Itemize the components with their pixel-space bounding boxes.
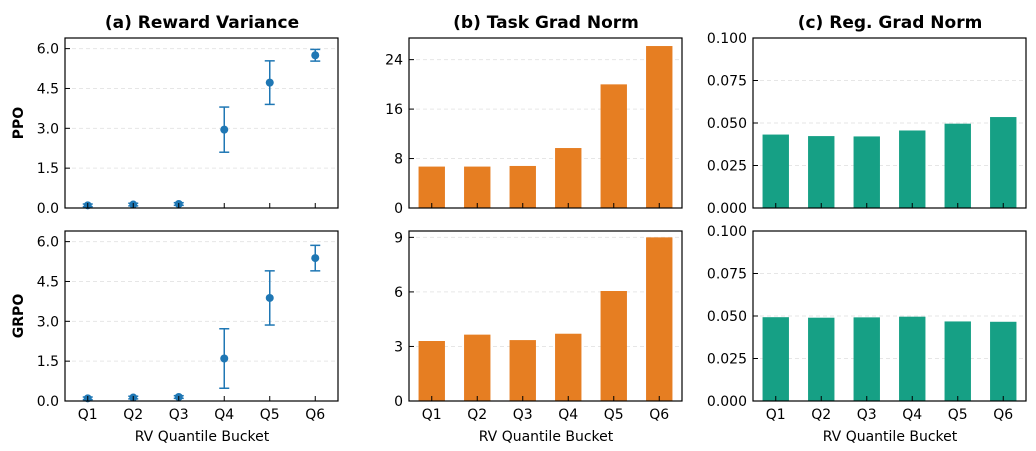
chart-grpo-reward-variance: 0.0 1.5 3.0 4.5 6.0 Q1 Q2 Q3 Q4 Q5 Q6 [37, 230, 339, 423]
y-tick-label: 4.5 [37, 274, 59, 290]
x-tick-label: Q6 [993, 407, 1013, 423]
point-q6 [311, 51, 320, 60]
x-tick-label: Q4 [902, 407, 922, 423]
bar-q5 [944, 321, 971, 401]
axes-frame [752, 37, 1027, 209]
bar-q1 [762, 134, 789, 208]
y-tick-label: 6.0 [37, 42, 59, 58]
y-tick-label: 0.075 [707, 267, 747, 283]
chart-ppo-task-grad-norm: 0 8 16 24 [385, 37, 683, 217]
bar-q1 [418, 166, 445, 208]
y-tick-label: 0.050 [707, 309, 747, 325]
axes-frame [408, 230, 683, 402]
x-tick-label: Q2 [467, 407, 487, 423]
bar-q2 [464, 166, 491, 208]
row-label-grpo: GRPO [11, 294, 27, 339]
x-axis-label-task-grad-norm: RV Quantile Bucket [479, 429, 614, 445]
y-tick-label: 0.000 [707, 201, 747, 217]
x-tick-label: Q4 [558, 407, 578, 423]
x-tick-label: Q2 [123, 407, 143, 423]
y-tick-label: 0.025 [707, 352, 747, 368]
y-tick-label: 3.0 [37, 121, 59, 137]
x-tick-label: Q4 [214, 407, 234, 423]
y-tick-label: 4.5 [37, 81, 59, 97]
x-tick-label: Q3 [857, 407, 877, 423]
bar-q4 [899, 130, 926, 208]
x-axis-label-reg-grad-norm: RV Quantile Bucket [823, 429, 958, 445]
y-tick-label: 9 [394, 230, 403, 246]
column-title-reward-variance: (a) Reward Variance [105, 13, 299, 33]
bar-q6 [990, 321, 1017, 401]
bar-q6 [990, 117, 1017, 208]
bar-q6 [646, 237, 673, 401]
bar-q4 [555, 148, 582, 208]
x-tick-label: Q2 [811, 407, 831, 423]
y-tick-label: 16 [385, 102, 403, 118]
column-title-task-grad-norm: (b) Task Grad Norm [453, 13, 639, 33]
bar-q3 [853, 136, 880, 208]
y-tick-label: 0 [394, 201, 403, 217]
axes-frame [64, 230, 339, 402]
bar-q1 [418, 341, 445, 401]
x-axis-label-reward-variance: RV Quantile Bucket [135, 429, 270, 445]
x-tick-label: Q5 [260, 407, 280, 423]
bar-q5 [944, 123, 971, 208]
axes-frame [752, 230, 1027, 402]
point-q5 [265, 78, 274, 87]
chart-grpo-reg-grad-norm: 0.000 0.025 0.050 0.075 0.100 Q1 Q2 Q3 Q4 Q5 Q6 [707, 224, 1027, 423]
y-tick-label: 1.5 [37, 354, 59, 370]
x-tick-label: Q3 [513, 407, 533, 423]
bar-q5 [600, 291, 627, 401]
bar-q1 [762, 317, 789, 401]
x-tick-label: Q1 [422, 407, 442, 423]
y-tick-label: 6 [394, 285, 403, 301]
y-tick-label: 0.0 [37, 394, 59, 410]
point-q6 [311, 254, 320, 263]
y-tick-label: 0.0 [37, 201, 59, 217]
y-tick-label: 3 [394, 339, 403, 355]
x-tick-label: Q1 [78, 407, 98, 423]
x-tick-label: Q6 [305, 407, 325, 423]
axes-frame [64, 37, 339, 209]
y-tick-label: 8 [394, 152, 403, 168]
row-label-ppo: PPO [11, 107, 27, 140]
bar-q2 [464, 334, 491, 401]
bar-q2 [808, 317, 835, 401]
chart-ppo-reg-grad-norm: 0.000 0.025 0.050 0.075 0.100 [707, 31, 1027, 217]
bar-q6 [646, 46, 673, 208]
bar-q4 [555, 333, 582, 401]
axes-frame [408, 37, 683, 209]
bar-q3 [509, 165, 536, 208]
y-tick-label: 1.5 [37, 161, 59, 177]
x-tick-label: Q5 [948, 407, 968, 423]
bar-q2 [808, 136, 835, 208]
y-tick-label: 0 [394, 394, 403, 410]
chart-grpo-task-grad-norm: 0 3 6 9 Q1 Q2 Q3 Q4 Q5 Q6 [394, 230, 683, 423]
x-tick-label: Q1 [766, 407, 786, 423]
bar-q4 [899, 316, 926, 401]
x-tick-label: Q3 [169, 407, 189, 423]
y-tick-label: 0.100 [707, 31, 747, 47]
point-q4 [220, 354, 229, 363]
bar-q3 [509, 340, 536, 401]
y-tick-label: 0.100 [707, 224, 747, 240]
y-tick-label: 0.025 [707, 159, 747, 175]
x-tick-label: Q6 [649, 407, 669, 423]
point-q4 [220, 125, 229, 134]
bar-q3 [853, 317, 880, 401]
y-tick-label: 0.075 [707, 74, 747, 90]
chart-ppo-reward-variance: 0.0 1.5 3.0 4.5 6.0 [37, 37, 339, 217]
x-tick-label: Q5 [604, 407, 624, 423]
y-tick-label: 6.0 [37, 235, 59, 251]
bar-q5 [600, 84, 627, 208]
point-q5 [265, 293, 274, 302]
y-tick-label: 3.0 [37, 314, 59, 330]
y-tick-label: 0.050 [707, 116, 747, 132]
y-tick-label: 0.000 [707, 394, 747, 410]
column-title-reg-grad-norm: (c) Reg. Grad Norm [798, 13, 983, 33]
y-tick-label: 24 [385, 53, 403, 69]
